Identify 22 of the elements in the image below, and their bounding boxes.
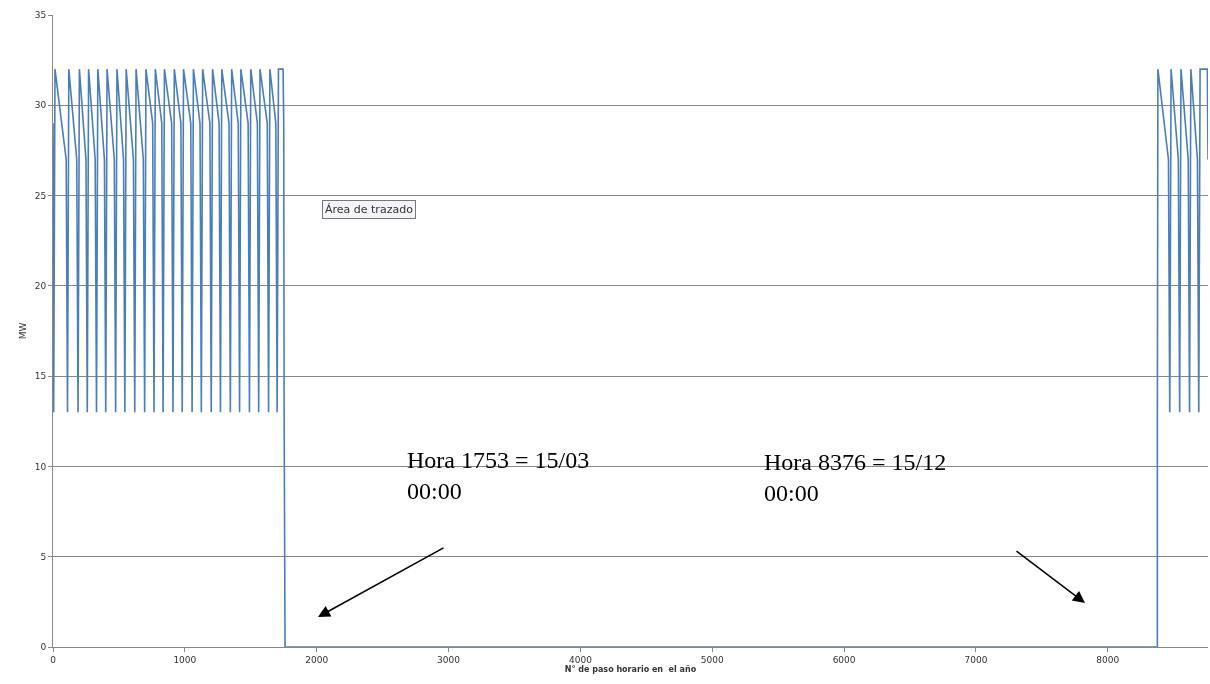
x-tick-label: 1000: [173, 654, 197, 665]
y-tick-label: 0: [40, 642, 47, 653]
x-axis-title: N° de paso horario en el año: [564, 664, 697, 674]
x-tick-label: 5000: [700, 654, 724, 665]
x-tick-label: 4000: [568, 654, 593, 665]
x-tick-label: 2000: [305, 654, 329, 665]
x-tick-label: 3000: [437, 654, 461, 665]
x-tick-label: 6000: [832, 654, 856, 665]
y-tick-label: 15: [34, 371, 47, 382]
y-tick-label: 20: [34, 281, 47, 292]
x-tick-label: 0: [50, 654, 57, 665]
y-tick-label: 5: [40, 551, 47, 562]
annotation: Hora 1753 = 15/03 00:00: [407, 447, 590, 505]
annotation: Hora 8376 = 15/12 00:00: [764, 449, 947, 507]
y-tick-label: 10: [34, 461, 47, 472]
y-tick-label: 35: [34, 10, 47, 21]
y-tick-label: 25: [34, 190, 47, 201]
x-tick-label: 7000: [964, 654, 988, 665]
y-tick-label: 30: [34, 100, 47, 111]
annotation: Área de trazado: [325, 203, 414, 216]
x-tick-label: 8000: [1096, 654, 1120, 665]
y-axis-title: MW: [18, 322, 29, 340]
